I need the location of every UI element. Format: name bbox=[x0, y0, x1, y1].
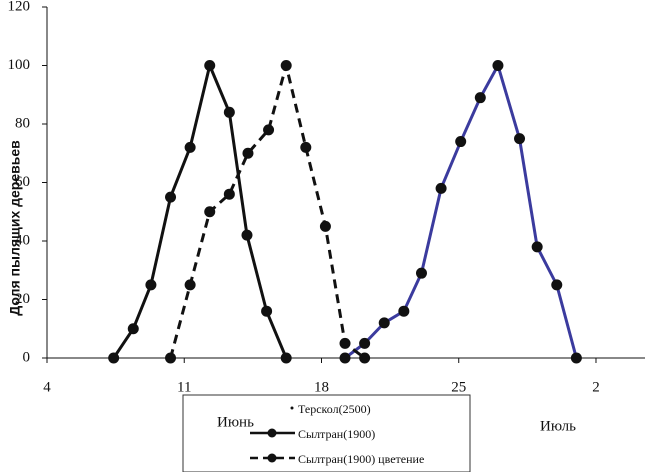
legend-box bbox=[182, 394, 471, 472]
marker bbox=[531, 241, 543, 253]
marker bbox=[108, 352, 120, 364]
marker bbox=[127, 323, 139, 335]
marker bbox=[339, 337, 351, 349]
marker bbox=[204, 206, 216, 218]
x-tick-label: 2 bbox=[592, 379, 600, 395]
marker bbox=[223, 106, 235, 118]
y-tick-label: 60 bbox=[15, 174, 30, 190]
marker bbox=[145, 279, 157, 291]
line bbox=[169, 65, 366, 360]
legend-marker bbox=[267, 428, 277, 438]
x-tick-label: 18 bbox=[314, 379, 329, 395]
y-tick-label: 0 bbox=[23, 349, 31, 365]
y-tick-label: 100 bbox=[8, 57, 31, 73]
marker bbox=[455, 136, 467, 148]
annotation: Июль bbox=[540, 418, 576, 434]
marker bbox=[474, 92, 486, 104]
annotation: Июнь bbox=[217, 414, 254, 430]
legend-label: Терскол(2500) bbox=[298, 402, 371, 416]
marker bbox=[184, 141, 196, 153]
marker bbox=[570, 352, 582, 364]
marker bbox=[223, 188, 235, 200]
marker bbox=[359, 337, 371, 349]
legend-label: Сылтран(1900) цветение bbox=[298, 452, 424, 466]
y-tick-label: 20 bbox=[15, 291, 30, 307]
line bbox=[112, 60, 288, 359]
marker bbox=[242, 147, 254, 159]
marker bbox=[551, 279, 563, 291]
marker bbox=[263, 124, 275, 136]
marker bbox=[261, 305, 273, 317]
legend-marker bbox=[267, 453, 277, 463]
marker bbox=[165, 191, 177, 203]
marker bbox=[378, 317, 390, 329]
marker bbox=[241, 229, 253, 241]
x-tick-label: 11 bbox=[177, 379, 191, 395]
legend-marker bbox=[290, 406, 294, 410]
y-tick-label: 80 bbox=[15, 115, 30, 131]
x-tick-label: 25 bbox=[451, 379, 466, 395]
marker bbox=[398, 305, 410, 317]
y-tick-label: 40 bbox=[15, 232, 30, 248]
marker bbox=[280, 60, 292, 71]
y-tick-label: 120 bbox=[8, 0, 31, 14]
x-tick-label: 4 bbox=[43, 379, 51, 395]
legend: Терскол(2500) Сылтран(1900) Сылтран(1900) … bbox=[250, 402, 424, 466]
marker bbox=[415, 267, 427, 279]
marker bbox=[435, 182, 447, 194]
marker bbox=[184, 279, 196, 291]
marker bbox=[339, 352, 351, 364]
marker bbox=[280, 352, 292, 364]
marker bbox=[319, 220, 331, 232]
y-axis-label: Доля пылящих деревьев bbox=[7, 140, 23, 316]
marker bbox=[359, 352, 371, 364]
marker bbox=[204, 60, 216, 71]
marker bbox=[165, 352, 177, 364]
marker bbox=[514, 133, 526, 145]
line bbox=[344, 61, 578, 360]
marker bbox=[300, 141, 312, 153]
marker bbox=[492, 60, 504, 71]
legend-label: Сылтран(1900) bbox=[298, 427, 375, 441]
